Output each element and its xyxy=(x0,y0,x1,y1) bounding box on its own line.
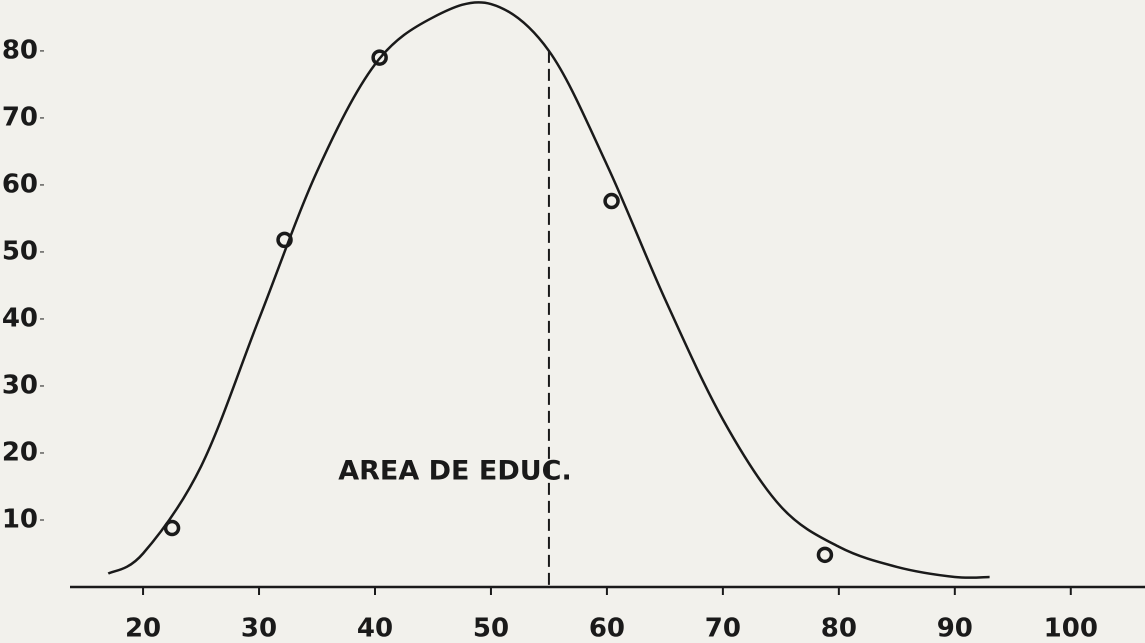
x-tick-label: 70 xyxy=(705,614,741,643)
x-tick-label: 40 xyxy=(357,614,393,643)
annotation: AREA DE EDUC. xyxy=(338,456,572,487)
x-tick-label: 100 xyxy=(1044,614,1098,643)
y-tick-label: 60 xyxy=(2,169,38,199)
y-tick-label: 70 xyxy=(2,102,38,132)
x-tick-label: 50 xyxy=(473,614,509,643)
data-point xyxy=(603,192,620,210)
y-tick-label: 10 xyxy=(2,504,38,534)
x-tick-label: 80 xyxy=(821,614,857,643)
y-tick-label: 50 xyxy=(2,236,38,266)
y-tick-label: 30 xyxy=(2,370,38,400)
x-tick-label: 60 xyxy=(589,614,625,643)
y-tick-label: 20 xyxy=(2,437,38,467)
data-point xyxy=(816,546,834,564)
y-tick-label: 40 xyxy=(2,303,38,333)
x-tick-label: 20 xyxy=(125,614,161,643)
y-tick-label: 80 xyxy=(2,35,38,65)
x-tick-label: 90 xyxy=(937,614,973,643)
data-point xyxy=(276,231,293,249)
x-tick-label: 30 xyxy=(241,614,277,643)
curve xyxy=(107,1,990,579)
data-point xyxy=(163,519,181,537)
data-point xyxy=(371,49,388,66)
